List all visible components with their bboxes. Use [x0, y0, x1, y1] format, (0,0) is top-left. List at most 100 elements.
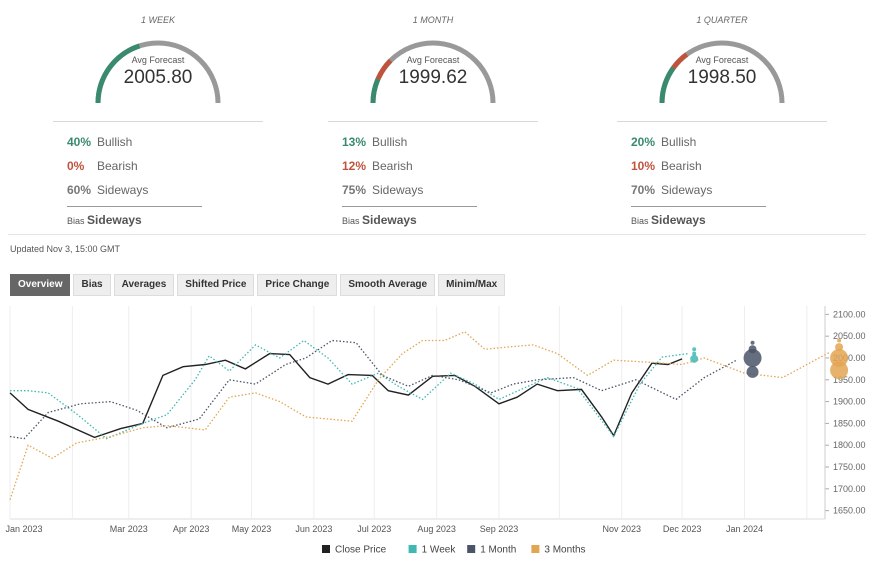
panel-title: 1 MONTH: [412, 15, 454, 25]
forecast-marker: [835, 343, 844, 352]
bullish-percent: 40%: [67, 135, 92, 149]
bias-prefix: Bias: [67, 216, 85, 226]
forecast-marker: [746, 365, 759, 378]
forecast-panel-month: 1 MONTH Avg Forecast 1999.62 13% Bullish 1…: [328, 0, 538, 227]
panel-title: 1 WEEK: [140, 15, 175, 25]
y-tick-label: 1900.00: [833, 397, 866, 407]
legend-swatch: [408, 545, 417, 553]
avg-forecast-value: 1999.62: [398, 67, 468, 88]
sideways-label: Sideways: [97, 183, 149, 197]
tab-smooth-average[interactable]: Smooth Average: [340, 274, 436, 296]
y-tick-label: 1700.00: [833, 484, 866, 494]
divider: [328, 121, 538, 122]
x-tick-label: May 2023: [232, 524, 272, 534]
y-tick-label: 1750.00: [833, 462, 866, 472]
bullish-percent: 13%: [342, 135, 367, 149]
divider: [631, 206, 766, 207]
gauge-bearish-segment: [375, 58, 393, 81]
gauge-bullish-segment: [370, 78, 381, 104]
forecast-marker: [830, 361, 849, 380]
divider: [53, 121, 263, 122]
legend-label: 1 Month: [480, 545, 516, 556]
bearish-percent: 10%: [631, 159, 656, 173]
chart-tabs: Overview Bias Averages Shifted Price Pri…: [10, 274, 506, 296]
y-tick-label: 1850.00: [833, 418, 866, 428]
sideways-row: 60% Sideways: [67, 178, 263, 202]
gauge-bearish-segment: [671, 52, 689, 70]
y-tick-label: 1650.00: [833, 506, 866, 516]
bias-value: Sideways: [362, 213, 417, 227]
bearish-row: 0% Bearish: [67, 154, 263, 178]
bullish-label: Bullish: [661, 135, 697, 149]
bullish-label: Bullish: [97, 135, 133, 149]
sideways-percent: 75%: [342, 183, 367, 197]
x-tick-label: Jan 2023: [5, 524, 42, 534]
y-tick-label: 2100.00: [833, 309, 866, 319]
divider: [617, 121, 827, 122]
bias-value: Sideways: [87, 213, 142, 227]
bullish-row: 13% Bullish: [342, 130, 538, 154]
sideways-label: Sideways: [372, 183, 424, 197]
x-tick-label: Jan 2024: [726, 524, 763, 534]
forecast-marker: [748, 345, 757, 354]
bias-prefix: Bias: [342, 216, 360, 226]
series-line-close-price: [9, 352, 683, 439]
gauge-bullish-segment: [95, 43, 141, 104]
bias-prefix: Bias: [631, 216, 649, 226]
updated-timestamp: Updated Nov 3, 15:00 GMT: [10, 244, 121, 254]
legend-swatch: [467, 545, 476, 553]
bullish-label: Bullish: [372, 135, 408, 149]
bearish-percent: 0%: [67, 159, 85, 173]
x-tick-label: Dec 2023: [663, 524, 702, 534]
divider: [67, 206, 202, 207]
forecast-gauge: Avg Forecast 2005.80: [78, 27, 238, 107]
x-tick-label: Apr 2023: [173, 524, 210, 534]
gauge-arc: [370, 40, 496, 104]
bearish-label: Bearish: [661, 159, 702, 173]
gauge-arc: [659, 40, 785, 104]
y-tick-label: 2000.00: [833, 353, 866, 363]
tab-averages[interactable]: Averages: [113, 274, 175, 296]
forecast-panel-week: 1 WEEK Avg Forecast 2005.80 40% Bullish 0%…: [53, 0, 263, 227]
bearish-label: Bearish: [372, 159, 413, 173]
forecast-marker: [692, 351, 697, 356]
y-tick-label: 1800.00: [833, 440, 866, 450]
legend-label: 1 Week: [422, 545, 457, 556]
gauge-label: Avg Forecast: [406, 55, 460, 65]
tab-shifted-price[interactable]: Shifted Price: [177, 274, 255, 296]
forecast-marker: [750, 340, 755, 345]
gauge-label: Avg Forecast: [695, 55, 749, 65]
forecast-gauge: Avg Forecast 1998.50: [642, 27, 802, 107]
bias-line: Bias Sideways: [53, 213, 263, 227]
tab-overview[interactable]: Overview: [10, 274, 71, 296]
series-line-1-week: [10, 339, 689, 440]
series-line-1-month: [9, 339, 737, 440]
bearish-label: Bearish: [97, 159, 138, 173]
tab-price-change[interactable]: Price Change: [257, 274, 338, 296]
sideways-percent: 70%: [631, 183, 656, 197]
avg-forecast-value: 1998.50: [687, 67, 757, 88]
sideways-row: 70% Sideways: [631, 178, 827, 202]
tab-minim-max[interactable]: Minim/Max: [438, 274, 506, 296]
forecast-gauge: Avg Forecast 1999.62: [353, 27, 513, 107]
gauge-label: Avg Forecast: [131, 55, 185, 65]
forecast-line-chart: 2100.00 2050.00 2000.00 1950.00 1900.00 1850.…: [5, 306, 866, 556]
sideways-label: Sideways: [661, 183, 713, 197]
gauge-bullish-segment: [659, 66, 676, 104]
forecast-marker: [837, 338, 842, 343]
bearish-percent: 12%: [342, 159, 367, 173]
forecast-panel-quarter: 1 QUARTER Avg Forecast 1998.50 20% Bullish…: [617, 0, 827, 227]
x-tick-label: Aug 2023: [417, 524, 456, 534]
gauge-arc: [95, 40, 221, 104]
bearish-row: 10% Bearish: [631, 154, 827, 178]
tab-bias[interactable]: Bias: [73, 274, 111, 296]
divider: [342, 206, 477, 207]
x-tick-label: Nov 2023: [602, 524, 641, 534]
panel-title: 1 QUARTER: [696, 15, 748, 25]
bias-line: Bias Sideways: [617, 213, 827, 227]
legend-swatch: [322, 545, 330, 553]
bias-line: Bias Sideways: [328, 213, 538, 227]
avg-forecast-value: 2005.80: [123, 67, 193, 88]
x-tick-label: Jul 2023: [357, 524, 391, 534]
bearish-row: 12% Bearish: [342, 154, 538, 178]
